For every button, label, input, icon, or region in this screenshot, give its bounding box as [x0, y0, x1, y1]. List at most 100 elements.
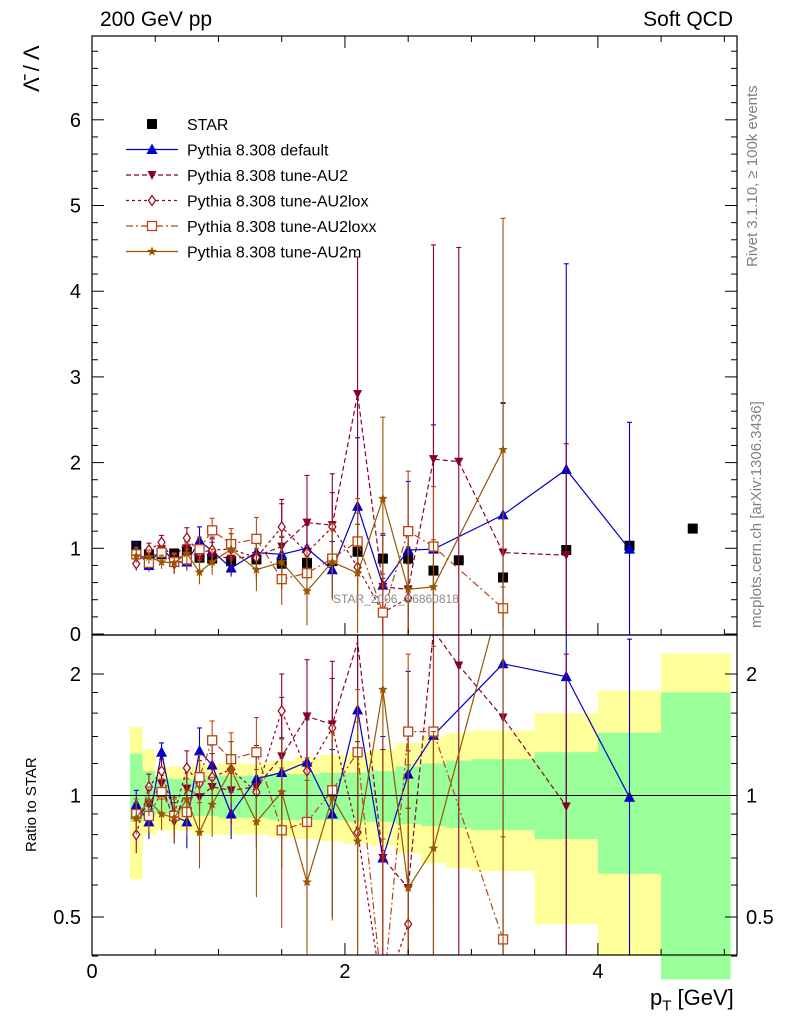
mcplots-label: mcplots.cern.ch [arXiv:1306.3436] — [748, 401, 765, 628]
header-right: Soft QCD — [643, 8, 733, 31]
ratio-point-AU2m-9 — [277, 787, 287, 797]
ratio-bands — [129, 653, 731, 980]
main-point-AU2m-10 — [302, 586, 312, 596]
main-point-AU2-16 — [454, 457, 464, 467]
main-ytick-label-4: 4 — [70, 281, 81, 303]
xtick-label-2: 4 — [592, 961, 603, 983]
ratio-ytick-label-0: 0.5 — [53, 907, 81, 929]
ratio-point-AU2-18 — [561, 802, 571, 812]
ratio-point-AU2m-3 — [169, 812, 179, 822]
legend-marker-STAR — [147, 119, 157, 129]
main-point-AU2m-9 — [277, 557, 287, 567]
ratio-point-AU2m-2 — [156, 809, 167, 818]
ratio-point-AU2-10 — [302, 712, 312, 722]
legend-marker-default — [146, 143, 158, 154]
main-ytick-label-1: 1 — [70, 538, 81, 560]
legend-item-STAR: STAR — [147, 117, 228, 134]
main-point-AU2-12 — [353, 390, 363, 400]
main-line-AU2loxx — [135, 529, 504, 615]
ratio-ytick-label-2: 2 — [70, 664, 81, 686]
ratio-plot-series — [130, 635, 635, 955]
legend-item-AU2m: Pythia 8.308 tune-AU2m — [126, 245, 361, 262]
ratio-ylabel: Ratio to STAR — [23, 757, 40, 852]
ratio-point-AU2lox-9 — [277, 704, 286, 717]
ratio-band-inner-20 — [661, 692, 731, 980]
ratio-point-AU2m-5 — [194, 827, 205, 837]
legend-marker-AU2m — [147, 246, 157, 256]
ratio-point-AU2loxx-14 — [403, 726, 414, 737]
ratio-line-AU2loxx — [136, 730, 504, 955]
header-left: 200 GeV pp — [100, 8, 213, 31]
ratio-point-default-18 — [624, 791, 635, 802]
main-series-AU2m — [131, 217, 508, 635]
legend-marker-AU2lox — [147, 194, 157, 207]
legend-marker-AU2 — [147, 171, 157, 180]
ratio-point-AU2lox-4 — [182, 761, 192, 775]
legend-label-AU2: Pythia 8.308 tune-AU2 — [187, 168, 348, 185]
ratio-point-AU2m-7 — [226, 764, 236, 774]
main-point-AU2m-7 — [226, 544, 236, 554]
main-point-AU2lox-0 — [132, 557, 141, 570]
main-point-AU2m-14 — [403, 584, 413, 594]
main-point-AU2m-3 — [169, 557, 179, 567]
ratio-point-AU2m-0 — [131, 812, 141, 822]
main-point-AU2m-11 — [327, 557, 337, 567]
main-point-AU2m-16 — [498, 444, 508, 454]
main-ytick-label-3: 3 — [70, 367, 81, 389]
ratio-point-AU2-16 — [454, 661, 464, 671]
ratio-point-AU2lox-2 — [157, 764, 166, 778]
main-point-AU2m-5 — [194, 567, 205, 577]
ratio-ytick-label-1: 1 — [70, 786, 81, 808]
main-point-AU2m-4 — [182, 548, 192, 558]
main-ylabel: Λ̄ / Λ — [19, 45, 44, 92]
legend-marker-AU2loxx — [146, 220, 158, 232]
main-ytick-label-2: 2 — [70, 453, 81, 475]
xtick-label-0: 0 — [86, 961, 97, 983]
main-ytick-label-6: 6 — [70, 110, 81, 132]
ratio-point-AU2m-4 — [182, 794, 192, 804]
main-point-AU2-15 — [428, 455, 438, 465]
main-point-AU2m-1 — [144, 551, 154, 561]
main-point-AU2-10 — [302, 518, 312, 528]
analysis-watermark: STAR_2006_S6860818 — [333, 592, 459, 606]
legend-item-AU2: Pythia 8.308 tune-AU2 — [126, 168, 348, 185]
ratio-point-AU2m-11 — [327, 792, 337, 802]
main-ytick-label-5: 5 — [70, 196, 81, 218]
ratio-point-AU2m-12 — [352, 836, 363, 846]
ratio-point-AU2m-6 — [207, 799, 217, 809]
legend-label-AU2lox: Pythia 8.308 tune-AU2lox — [187, 194, 368, 211]
legend-item-default: Pythia 8.308 default — [126, 143, 329, 160]
axes — [91, 35, 738, 957]
main-point-AU2loxx-8 — [251, 533, 262, 545]
x-axis-title: pT [GeV] — [650, 985, 734, 1015]
ratio-point-AU2m-13 — [378, 684, 388, 694]
main-point-AU2loxx-5 — [194, 544, 205, 555]
ratio-point-AU2m-8 — [251, 816, 262, 826]
legend-label-AU2loxx: Pythia 8.308 tune-AU2loxx — [187, 219, 376, 236]
ratio-point-AU2m-15 — [428, 843, 439, 853]
main-point-AU2m-13 — [378, 493, 388, 503]
ratio-point-AU2loxx-6 — [206, 735, 218, 746]
main-point-AU2m-6 — [207, 557, 217, 567]
legend-label-AU2m: Pythia 8.308 tune-AU2m — [187, 245, 361, 262]
main-point-AU2m-2 — [156, 557, 167, 567]
ratio-point-default-5 — [194, 744, 205, 756]
ratio-point-AU2loxx-8 — [251, 747, 262, 758]
tick-labels: 0 1 2 3 4 5 6 0.5 0.5 1 1 2 2 0 2 4 — [53, 110, 774, 983]
rivet-version-label: Rivet 3.1.10, ≥ 100k events — [744, 85, 761, 267]
ratio-point-AU2m-14 — [403, 883, 413, 892]
ratio-point-AU2m-10 — [302, 877, 312, 887]
legend-item-AU2loxx: Pythia 8.308 tune-AU2loxx — [126, 219, 376, 236]
ratio-point-AU2loxx-5 — [194, 772, 205, 783]
main-line-AU2m — [136, 449, 504, 593]
main-point-AU2m-8 — [251, 564, 262, 574]
ratio-point-AU2m-1 — [144, 795, 154, 805]
legend-label-STAR: STAR — [187, 117, 228, 134]
legend-label-default: Pythia 8.308 default — [187, 143, 329, 160]
main-point-AU2-18 — [561, 551, 571, 561]
main-point-AU2m-12 — [352, 568, 363, 578]
legend-item-AU2lox: Pythia 8.308 tune-AU2lox — [126, 194, 368, 211]
main-ytick-label-0: 0 — [70, 624, 81, 646]
ratio-point-default-2 — [156, 746, 168, 757]
